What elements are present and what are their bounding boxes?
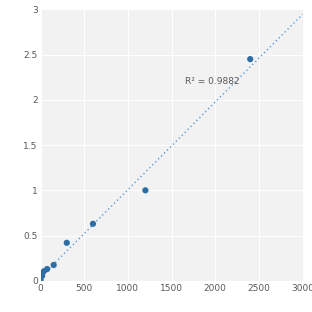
Point: [38, 277, 43, 282]
Text: R² = 0.9882: R² = 0.9882: [185, 76, 239, 85]
Point: [51, 262, 56, 267]
Point: [248, 57, 253, 62]
Point: [143, 188, 148, 193]
Point: [45, 266, 50, 271]
Point: [41, 269, 46, 274]
Point: [40, 273, 45, 278]
Point: [90, 221, 95, 226]
Point: [64, 240, 69, 245]
